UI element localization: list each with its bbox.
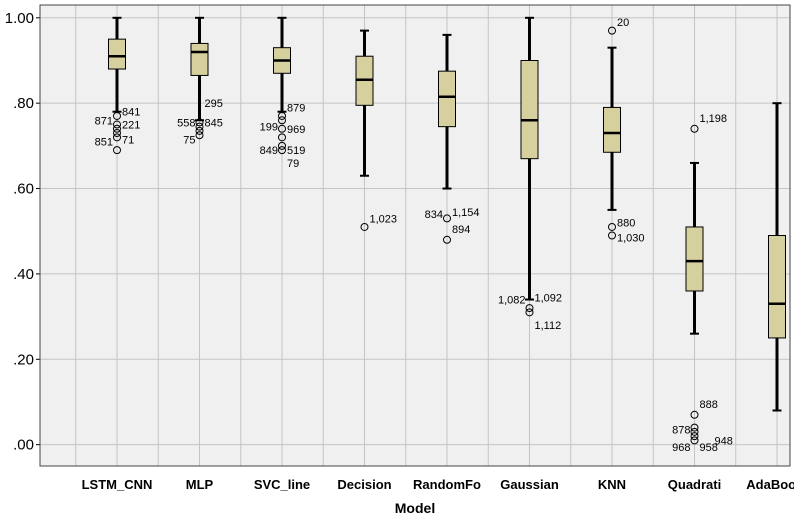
outlier-label: 834 bbox=[425, 209, 443, 221]
y-tick-label: .20 bbox=[13, 351, 34, 368]
x-tick-label: KNN bbox=[598, 477, 626, 492]
outlier-point bbox=[525, 308, 534, 317]
x-tick-label: Decision bbox=[337, 477, 391, 492]
box-iqr bbox=[438, 70, 456, 128]
box-iqr bbox=[108, 38, 126, 70]
outlier-point bbox=[195, 126, 204, 135]
outlier-label: 894 bbox=[452, 224, 470, 236]
outlier-label: 845 bbox=[205, 117, 223, 129]
outlier-point bbox=[278, 124, 286, 133]
box-MLP: 295 558 845 75 bbox=[177, 16, 223, 146]
outlier-label: 221 bbox=[122, 120, 140, 132]
outlier-label: 295 bbox=[205, 98, 223, 110]
outlier-label: 558 bbox=[177, 117, 195, 129]
y-tick-label: .40 bbox=[13, 266, 34, 283]
outlier-label: 79 bbox=[287, 158, 299, 170]
x-tick-label: AdaBoost bbox=[746, 477, 794, 492]
box-KNN: 20 880 1,030 bbox=[603, 17, 645, 245]
outlier-point bbox=[195, 118, 204, 127]
outlier-point bbox=[113, 124, 121, 133]
outlier-label: 841 bbox=[122, 107, 140, 119]
y-axis: .00 .20 .40 .60 .80 1.00 bbox=[5, 10, 40, 454]
y-tick-label: .00 bbox=[13, 437, 34, 454]
box-iqr bbox=[685, 226, 704, 292]
outlier-point bbox=[113, 133, 121, 142]
x-tick-label: Quadrati bbox=[668, 477, 721, 492]
outlier-label: 1,154 bbox=[452, 207, 480, 219]
outlier-label: 1,092 bbox=[535, 292, 563, 304]
plot-background bbox=[40, 5, 790, 466]
outlier-point bbox=[608, 222, 616, 231]
box-LSTM_CNN: 841 871 221 851 71 bbox=[95, 16, 140, 155]
outlier-label: 958 bbox=[700, 442, 718, 454]
x-axis: LSTM_CNN MLP SVC_line Decision RandomFo Gauss… bbox=[82, 477, 794, 492]
outlier-point bbox=[278, 116, 286, 125]
outlier-label: 1,112 bbox=[535, 320, 562, 332]
plot-border bbox=[39, 4, 791, 467]
outlier-point bbox=[443, 235, 451, 244]
outlier-point bbox=[360, 222, 369, 231]
outlier-label: 1,198 bbox=[700, 113, 728, 125]
outlier-label: 1,023 bbox=[370, 213, 398, 225]
box-iqr bbox=[520, 59, 539, 160]
outlier-label: 879 bbox=[287, 102, 305, 114]
x-tick-label: MLP bbox=[186, 477, 214, 492]
boxes: 841 871 221 851 71 295 558 845 75 879 199 969 849 519… bbox=[95, 16, 786, 454]
outlier-label: 75 bbox=[183, 134, 195, 146]
outlier-label: 20 bbox=[617, 17, 629, 29]
box-Gaussian: 1,082 1,092 1,112 bbox=[498, 16, 563, 332]
outlier-point bbox=[278, 133, 286, 142]
x-axis-title: Model bbox=[395, 500, 435, 516]
outlier-point bbox=[690, 427, 699, 436]
outlier-point bbox=[608, 26, 616, 35]
outlier-label: 519 bbox=[287, 145, 305, 157]
outlier-label: 880 bbox=[617, 218, 635, 230]
outlier-label: 969 bbox=[287, 124, 305, 136]
box-AdaBoost bbox=[768, 102, 786, 412]
y-tick-label: .60 bbox=[13, 181, 34, 198]
outlier-point bbox=[278, 146, 286, 155]
outlier-point bbox=[443, 214, 451, 223]
outlier-point bbox=[690, 410, 699, 419]
x-tick-label: SVC_line bbox=[254, 477, 310, 492]
x-tick-label: LSTM_CNN bbox=[82, 477, 153, 492]
outlier-point bbox=[690, 432, 699, 441]
box-Decision: 1,023 bbox=[355, 29, 398, 231]
outlier-label: 199 bbox=[260, 122, 278, 134]
outlier-label: 948 bbox=[715, 435, 733, 447]
outlier-label: 71 bbox=[122, 134, 134, 146]
outlier-point bbox=[113, 120, 121, 129]
outlier-point bbox=[690, 436, 699, 445]
box-iqr bbox=[190, 42, 209, 76]
outlier-label: 871 bbox=[95, 115, 113, 127]
x-tick-label: Gaussian bbox=[500, 477, 559, 492]
outlier-label: 888 bbox=[700, 399, 718, 411]
outlier-label: 851 bbox=[95, 137, 113, 149]
outlier-point bbox=[278, 111, 286, 120]
outlier-point bbox=[525, 304, 534, 313]
box-iqr bbox=[768, 235, 786, 339]
outlier-label: 878 bbox=[672, 425, 690, 437]
outlier-point bbox=[278, 141, 286, 150]
outlier-label: 1,082 bbox=[498, 295, 526, 307]
outlier-point bbox=[113, 111, 121, 120]
outlier-label: 1,030 bbox=[617, 233, 645, 245]
outlier-point bbox=[195, 122, 204, 131]
outlier-point bbox=[113, 129, 121, 138]
box-iqr bbox=[603, 106, 621, 153]
outlier-point bbox=[608, 231, 616, 240]
outlier-point bbox=[690, 124, 699, 133]
outlier-point bbox=[195, 131, 204, 140]
box-RandomFo: 834 1,154 894 bbox=[425, 33, 480, 244]
x-tick-label: RandomFo bbox=[413, 477, 481, 492]
y-tick-label: .80 bbox=[13, 95, 34, 112]
outlier-label: 968 bbox=[672, 442, 690, 454]
outlier-label: 849 bbox=[260, 145, 278, 157]
outlier-point bbox=[690, 423, 699, 432]
outlier-point bbox=[113, 146, 121, 155]
box-Quadrati: 1,198 888 878 948 968 958 bbox=[672, 113, 733, 454]
y-tick-label: 1.00 bbox=[5, 10, 34, 27]
